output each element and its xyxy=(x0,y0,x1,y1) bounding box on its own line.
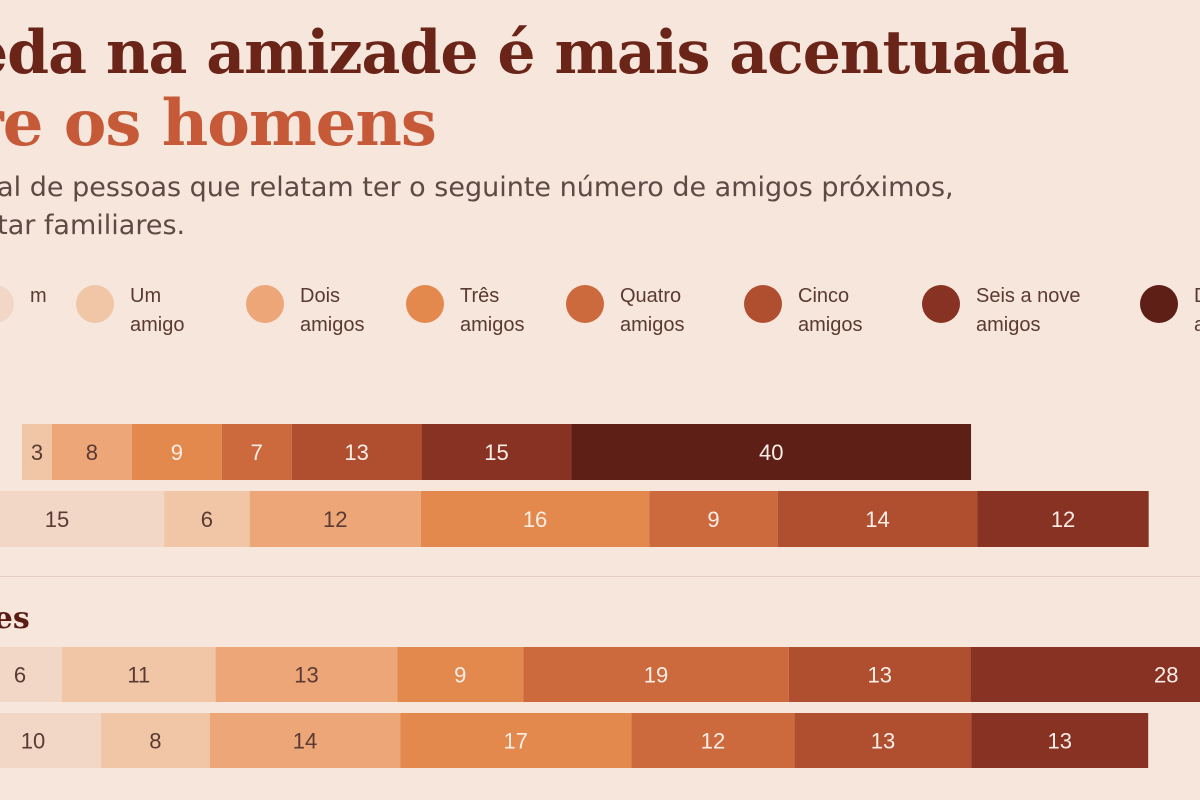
bar-segment xyxy=(131,424,222,480)
bar-value-label: 13 xyxy=(867,663,891,688)
bar-value-label: 13 xyxy=(1048,729,1072,754)
bar-segment xyxy=(61,647,216,702)
bar-segment xyxy=(777,491,978,547)
bar-segment xyxy=(249,491,421,547)
bar-value-label: 8 xyxy=(86,440,98,465)
legend-swatch xyxy=(1140,285,1178,323)
legend-label: Da xyxy=(1194,285,1200,336)
legend-item-six-to-nine: Seis a nove amigos xyxy=(922,282,1081,340)
bar-segment xyxy=(22,424,52,480)
bar-value-label: 9 xyxy=(171,440,183,465)
legend-swatch xyxy=(246,285,284,323)
bar-value-label: 7 xyxy=(251,440,263,465)
legend-label: Um amigo xyxy=(130,285,185,336)
bar-segment xyxy=(51,424,132,480)
bar-value-label: 9 xyxy=(707,507,719,532)
bar-segment xyxy=(649,491,778,547)
legend-label: Dois amigos xyxy=(300,285,365,336)
bar-value-label: 28 xyxy=(1154,663,1178,688)
bar-segment xyxy=(970,647,1200,702)
bar-segment xyxy=(971,713,1149,768)
group-divider xyxy=(0,576,1200,577)
bar-segment xyxy=(571,424,972,480)
bar-segment xyxy=(397,647,524,702)
bar-value-label: 10 xyxy=(21,729,45,754)
bar-value-label: 19 xyxy=(644,663,668,688)
chart-subtitle-line2: ntar familiares. xyxy=(0,210,186,241)
legend-item-none: m xyxy=(0,282,47,323)
bar-segment xyxy=(291,424,422,480)
bar-segment xyxy=(523,647,789,702)
bar-segment xyxy=(0,713,101,768)
legend-swatch xyxy=(922,285,960,323)
legend-label: m xyxy=(30,285,47,307)
bar-segment xyxy=(420,491,650,547)
bar-value-label: 14 xyxy=(865,507,889,532)
legend-label: Três amigos xyxy=(460,285,525,336)
legend-item-three: Três amigos xyxy=(406,282,524,340)
bar-value-label: 11 xyxy=(127,663,150,688)
bar-value-label: 12 xyxy=(701,729,725,754)
bar-value-label: 12 xyxy=(323,507,347,532)
legend-swatch xyxy=(0,285,14,323)
bar-segment xyxy=(101,713,210,768)
legend-item-ten-plus: Da xyxy=(1140,282,1200,340)
bar-segment xyxy=(215,647,398,702)
legend-swatch xyxy=(566,285,604,323)
bar-segment xyxy=(221,424,292,480)
bar-value-label: 17 xyxy=(504,729,528,754)
bar-segment xyxy=(788,647,971,702)
bar-segment xyxy=(0,491,165,547)
bar-value-label: 15 xyxy=(45,507,69,532)
bar-value-label: 13 xyxy=(294,663,318,688)
legend-swatch xyxy=(76,285,114,323)
legend-swatch xyxy=(406,285,444,323)
bar-value-label: 13 xyxy=(344,440,368,465)
bar-value-label: 14 xyxy=(293,729,317,754)
bar-value-label: 15 xyxy=(484,440,508,465)
legend-item-two: Dois amigos xyxy=(246,282,364,340)
group-label-women: res xyxy=(0,601,30,636)
bar-value-label: 8 xyxy=(149,729,161,754)
bar-segment xyxy=(209,713,401,768)
bar-value-label: 16 xyxy=(523,507,547,532)
bar-segment xyxy=(631,713,795,768)
bar-value-label: 6 xyxy=(14,663,26,688)
chart-title-line2: re os homens xyxy=(0,86,437,161)
bar-value-label: 13 xyxy=(871,729,895,754)
legend-item-one: Um amigo xyxy=(76,282,184,340)
bar-value-label: 6 xyxy=(201,507,213,532)
legend-item-five: Cinco amigos xyxy=(744,282,862,340)
bar-segment xyxy=(977,491,1149,547)
legend-item-four: Quatro amigos xyxy=(566,282,684,340)
bar-segment xyxy=(794,713,972,768)
bar-segment xyxy=(0,647,62,702)
legend-swatch xyxy=(744,285,782,323)
bar-segment xyxy=(421,424,572,480)
chart-title-line1: eda na amizade é mais acentuada xyxy=(0,18,1070,88)
bar-value-label: 40 xyxy=(759,440,783,465)
bar-value-label: 9 xyxy=(454,663,466,688)
legend-label: Quatro amigos xyxy=(620,285,685,336)
legend-label: Cinco amigos xyxy=(798,285,863,336)
bar-segment xyxy=(164,491,250,547)
bar-value-label: 12 xyxy=(1051,507,1075,532)
bar-segment xyxy=(400,713,632,768)
legend-label: Seis a nove amigos xyxy=(976,285,1081,336)
bar-value-label: 3 xyxy=(31,440,43,465)
chart-subtitle-line1: ual de pessoas que relatam ter o seguint… xyxy=(0,172,954,203)
